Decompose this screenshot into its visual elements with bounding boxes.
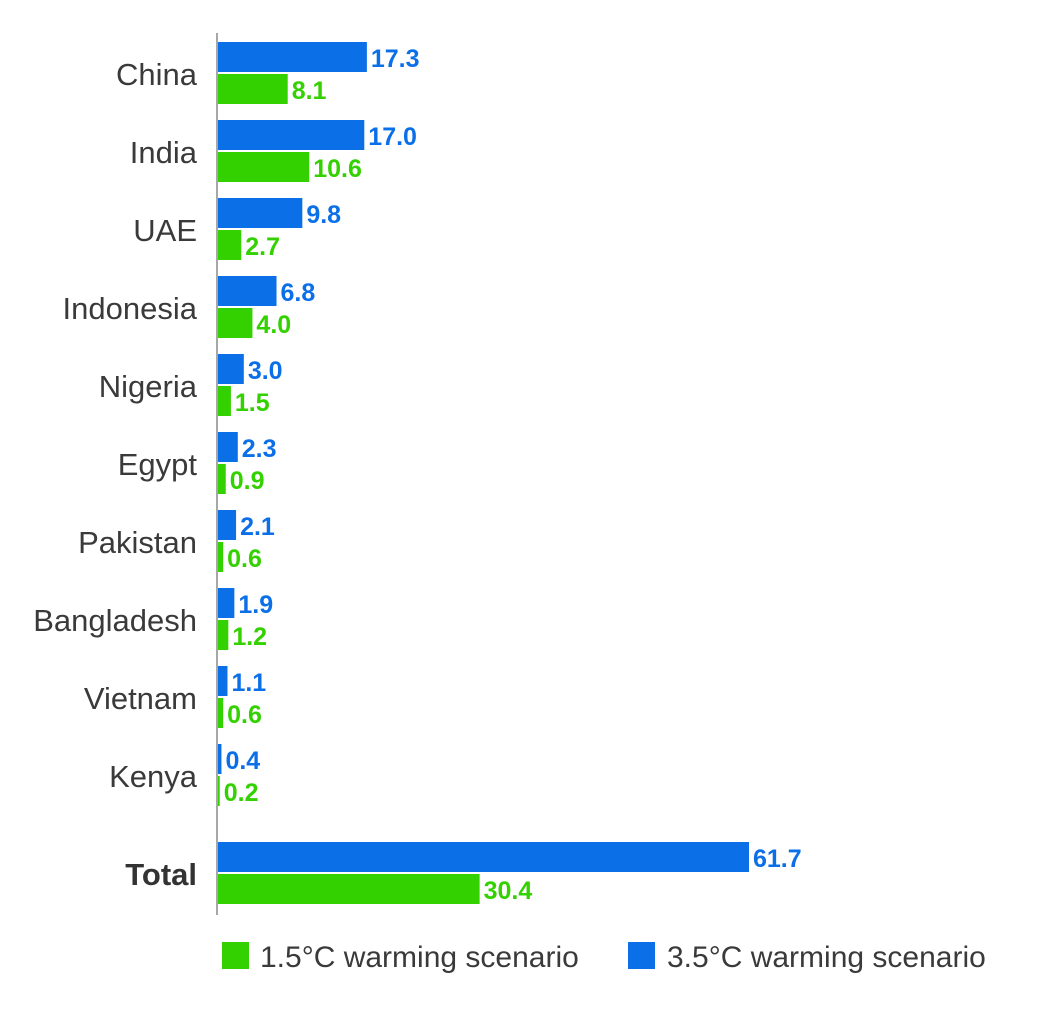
- bar-1-5c-bangladesh: [218, 620, 229, 650]
- bar-1-5c-china: [218, 74, 288, 104]
- value-label-1-5c-vietnam: 0.6: [227, 701, 262, 729]
- value-label-1-5c-indonesia: 4.0: [256, 311, 291, 339]
- bar-1-5c-pakistan: [218, 542, 224, 572]
- legend-label-1-5c: 1.5°C warming scenario: [260, 941, 579, 974]
- value-label-3-5c-pakistan: 2.1: [240, 513, 275, 541]
- bars-group: [218, 42, 749, 904]
- value-label-3-5c-total: 61.7: [753, 845, 802, 873]
- bar-1-5c-india: [218, 152, 310, 182]
- category-label-nigeria: Nigeria: [99, 369, 198, 404]
- value-label-1-5c-kenya: 0.2: [224, 779, 259, 807]
- legend-swatch-3-5c: [628, 942, 655, 969]
- value-label-1-5c-nigeria: 1.5: [235, 389, 270, 417]
- legend-label-3-5c: 3.5°C warming scenario: [667, 941, 986, 974]
- bar-3-5c-total: [218, 842, 749, 872]
- legend: 1.5°C warming scenario 3.5°C warming sce…: [222, 941, 986, 974]
- bar-1-5c-uae: [218, 230, 242, 260]
- bar-3-5c-uae: [218, 198, 303, 228]
- category-label-kenya: Kenya: [109, 759, 198, 794]
- value-label-3-5c-uae: 9.8: [306, 201, 341, 229]
- category-label-india: India: [130, 135, 198, 170]
- category-label-vietnam: Vietnam: [84, 681, 197, 716]
- bar-1-5c-indonesia: [218, 308, 253, 338]
- value-label-1-5c-bangladesh: 1.2: [232, 623, 267, 651]
- bar-3-5c-nigeria: [218, 354, 244, 384]
- value-label-3-5c-kenya: 0.4: [225, 747, 260, 775]
- bar-3-5c-pakistan: [218, 510, 237, 540]
- value-label-3-5c-indonesia: 6.8: [281, 279, 316, 307]
- bar-1-5c-total: [218, 874, 480, 904]
- bar-1-5c-kenya: [218, 776, 220, 806]
- value-label-1-5c-egypt: 0.9: [230, 467, 265, 495]
- bar-3-5c-india: [218, 120, 365, 150]
- bar-3-5c-indonesia: [218, 276, 277, 306]
- bar-1-5c-nigeria: [218, 386, 231, 416]
- category-label-egypt: Egypt: [118, 447, 198, 482]
- value-label-3-5c-egypt: 2.3: [242, 435, 277, 463]
- value-label-3-5c-china: 17.3: [371, 45, 420, 73]
- bar-3-5c-kenya: [218, 744, 222, 774]
- legend-swatch-1-5c: [222, 942, 249, 969]
- value-label-1-5c-china: 8.1: [292, 77, 327, 105]
- bar-3-5c-bangladesh: [218, 588, 235, 618]
- value-label-3-5c-vietnam: 1.1: [231, 669, 266, 697]
- bar-1-5c-egypt: [218, 464, 226, 494]
- value-label-3-5c-nigeria: 3.0: [248, 357, 283, 385]
- value-label-3-5c-bangladesh: 1.9: [238, 591, 273, 619]
- value-label-1-5c-pakistan: 0.6: [227, 545, 262, 573]
- category-label-china: China: [116, 57, 198, 92]
- category-label-bangladesh: Bangladesh: [33, 603, 197, 638]
- category-label-indonesia: Indonesia: [63, 291, 198, 326]
- bar-3-5c-egypt: [218, 432, 238, 462]
- bar-3-5c-china: [218, 42, 367, 72]
- bar-3-5c-vietnam: [218, 666, 228, 696]
- value-label-1-5c-total: 30.4: [484, 877, 533, 905]
- category-label-pakistan: Pakistan: [78, 525, 197, 560]
- bar-1-5c-vietnam: [218, 698, 224, 728]
- labels-group: China 17.3 8.1 India 17.010.6 UAE 9.8 2.7 Indone…: [33, 45, 801, 905]
- value-label-1-5c-uae: 2.7: [245, 233, 280, 261]
- value-label-1-5c-india: 10.6: [313, 155, 362, 183]
- value-label-3-5c-india: 17.0: [368, 123, 417, 151]
- category-label-total: Total: [125, 857, 197, 892]
- category-label-uae: UAE: [133, 213, 197, 248]
